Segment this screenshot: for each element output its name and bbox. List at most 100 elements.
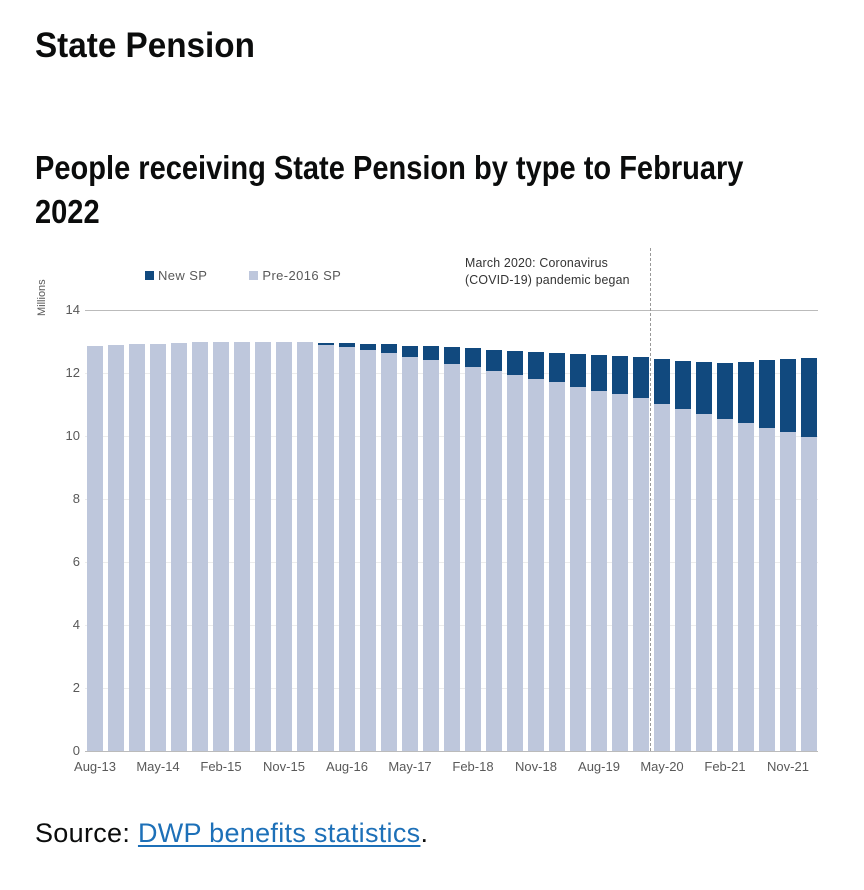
legend-swatch-new-sp bbox=[145, 271, 154, 280]
y-tick-label-8: 8 bbox=[72, 491, 80, 506]
gridline-y-0 bbox=[85, 751, 818, 752]
bar-newsp-Feb-19 bbox=[549, 352, 565, 383]
march-2020-dashed-line bbox=[650, 248, 651, 751]
x-tick-label-May-14: May-14 bbox=[136, 759, 180, 774]
covid-annotation-line1: March 2020: Coronavirus bbox=[465, 255, 609, 270]
bar-newsp-Feb-17 bbox=[381, 344, 397, 353]
bar-pre2016-May-20 bbox=[654, 403, 670, 751]
bar-pre2016-Feb-20 bbox=[633, 398, 649, 751]
bar-pre2016-Nov-19 bbox=[612, 394, 628, 751]
bar-pre2016-May-17 bbox=[402, 356, 418, 751]
bar-newsp-May-19 bbox=[570, 354, 586, 388]
bar-newsp-Nov-19 bbox=[612, 355, 628, 395]
bar-newsp-Aug-18 bbox=[507, 350, 523, 376]
chart-heading-line1: People receiving State Pension by type t… bbox=[35, 149, 744, 186]
gridline-y-14 bbox=[85, 310, 818, 311]
bar-pre2016-Nov-20 bbox=[696, 413, 712, 751]
y-tick-label-10: 10 bbox=[65, 428, 80, 443]
bar-newsp-May-20 bbox=[654, 359, 670, 404]
bar-pre2016-Aug-17 bbox=[423, 360, 439, 751]
bar-newsp-Aug-16 bbox=[339, 343, 355, 348]
bar-newsp-Feb-21 bbox=[717, 362, 733, 419]
bar-pre2016-May-15 bbox=[234, 342, 250, 751]
legend-item-pre2016-sp: Pre-2016 SP bbox=[249, 268, 341, 283]
bar-newsp-Feb-18 bbox=[465, 348, 481, 367]
y-tick-label-0: 0 bbox=[72, 743, 80, 758]
chart-legend: New SP Pre-2016 SP bbox=[145, 268, 341, 283]
bar-newsp-Nov-16 bbox=[360, 343, 376, 350]
bar-newsp-Nov-17 bbox=[444, 347, 460, 364]
bar-pre2016-Aug-18 bbox=[507, 375, 523, 751]
bar-newsp-Nov-18 bbox=[528, 351, 544, 379]
bar-pre2016-May-16 bbox=[318, 344, 334, 751]
y-tick-label-2: 2 bbox=[72, 680, 80, 695]
x-tick-label-Nov-18: Nov-18 bbox=[515, 759, 557, 774]
y-tick-label-6: 6 bbox=[72, 554, 80, 569]
x-tick-label-Aug-13: Aug-13 bbox=[74, 759, 116, 774]
bar-newsp-May-21 bbox=[738, 361, 754, 424]
x-tick-label-Feb-18: Feb-18 bbox=[452, 759, 494, 774]
bar-newsp-Feb-20 bbox=[633, 356, 649, 399]
bar-newsp-May-16 bbox=[318, 343, 334, 345]
bar-pre2016-Feb-15 bbox=[213, 341, 229, 751]
x-tick-label-May-20: May-20 bbox=[640, 759, 684, 774]
source-prefix: Source: bbox=[35, 818, 138, 848]
source-link[interactable]: DWP benefits statistics bbox=[137, 818, 421, 848]
x-tick-label-Aug-16: Aug-16 bbox=[326, 759, 368, 774]
state-pension-chart: Millions New SP Pre-2016 SP March 2020: … bbox=[35, 248, 864, 793]
bar-pre2016-Aug-16 bbox=[339, 347, 355, 751]
source-line: Source: DWP benefits statistics. bbox=[35, 818, 428, 849]
bar-pre2016-Feb-18 bbox=[465, 367, 481, 751]
x-tick-label-Feb-15: Feb-15 bbox=[200, 759, 242, 774]
bar-pre2016-May-18 bbox=[486, 371, 502, 751]
bar-pre2016-Nov-18 bbox=[528, 378, 544, 751]
y-tick-label-4: 4 bbox=[72, 617, 80, 632]
x-tick-label-Nov-21: Nov-21 bbox=[767, 759, 809, 774]
bar-pre2016-Aug-19 bbox=[591, 390, 607, 751]
bar-newsp-May-18 bbox=[486, 350, 502, 372]
bar-pre2016-May-21 bbox=[738, 423, 754, 751]
bar-newsp-Nov-21 bbox=[780, 359, 796, 433]
bar-pre2016-Nov-14 bbox=[192, 341, 208, 751]
covid-annotation: March 2020: Coronavirus (COVID-19) pande… bbox=[465, 254, 630, 288]
bar-newsp-Aug-20 bbox=[675, 361, 691, 409]
bar-newsp-Aug-21 bbox=[759, 360, 775, 428]
bar-pre2016-Feb-16 bbox=[297, 342, 313, 751]
bar-pre2016-Nov-17 bbox=[444, 363, 460, 751]
bar-pre2016-Aug-21 bbox=[759, 427, 775, 751]
bar-pre2016-May-14 bbox=[150, 343, 166, 751]
covid-annotation-line2: (COVID-19) pandemic began bbox=[465, 272, 630, 287]
source-suffix: . bbox=[420, 818, 429, 848]
bar-newsp-Aug-17 bbox=[423, 346, 439, 361]
legend-item-new-sp: New SP bbox=[145, 268, 207, 283]
page-title: State Pension bbox=[35, 26, 255, 65]
chart-heading-line2: 2022 bbox=[35, 193, 100, 230]
bar-newsp-Feb-22 bbox=[801, 357, 817, 437]
x-tick-label-Nov-15: Nov-15 bbox=[263, 759, 305, 774]
legend-label-pre2016-sp: Pre-2016 SP bbox=[262, 268, 342, 283]
x-tick-label-Feb-21: Feb-21 bbox=[704, 759, 746, 774]
bar-pre2016-Feb-17 bbox=[381, 352, 397, 751]
chart-heading: People receiving State Pension by type t… bbox=[35, 146, 743, 234]
x-tick-label-Aug-19: Aug-19 bbox=[578, 759, 620, 774]
bar-pre2016-Nov-15 bbox=[276, 342, 292, 751]
bar-pre2016-Nov-13 bbox=[108, 344, 124, 751]
legend-swatch-pre2016-sp bbox=[249, 271, 259, 280]
legend-label-new-sp: New SP bbox=[158, 268, 208, 283]
bar-pre2016-Aug-14 bbox=[171, 342, 187, 751]
bar-pre2016-Aug-20 bbox=[675, 408, 691, 751]
bar-pre2016-Feb-22 bbox=[801, 436, 817, 751]
bar-newsp-Aug-19 bbox=[591, 355, 607, 391]
bar-pre2016-Aug-13 bbox=[87, 345, 103, 751]
y-tick-label-14: 14 bbox=[65, 302, 80, 317]
bar-pre2016-Feb-21 bbox=[717, 418, 733, 751]
bar-pre2016-Nov-16 bbox=[360, 350, 376, 751]
bar-newsp-Nov-20 bbox=[696, 361, 712, 414]
bar-pre2016-Aug-15 bbox=[255, 342, 271, 751]
bar-pre2016-Feb-14 bbox=[129, 344, 145, 751]
bar-pre2016-Nov-21 bbox=[780, 432, 796, 751]
x-tick-label-May-17: May-17 bbox=[388, 759, 432, 774]
bar-pre2016-Feb-19 bbox=[549, 382, 565, 751]
bar-newsp-May-17 bbox=[402, 345, 418, 357]
y-tick-label-12: 12 bbox=[65, 365, 80, 380]
